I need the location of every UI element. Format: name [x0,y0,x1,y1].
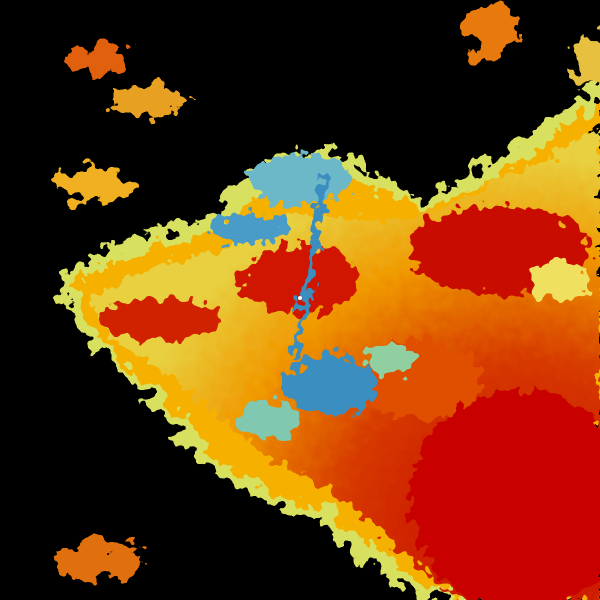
echo-blue [210,155,415,440]
radar-site [298,296,302,300]
echo-cells [55,2,600,580]
